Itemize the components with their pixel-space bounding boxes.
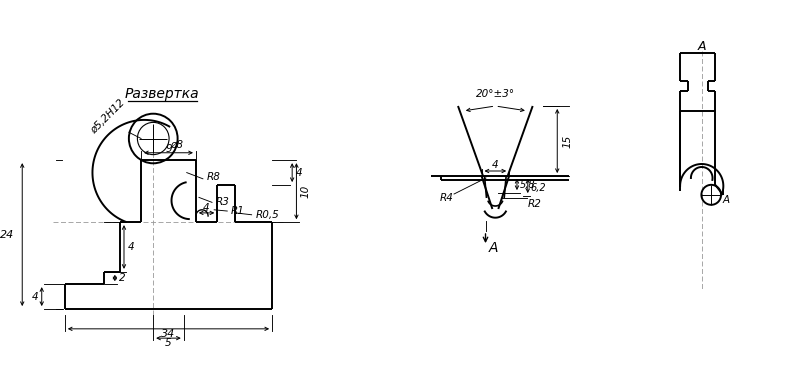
Text: R2: R2 <box>528 199 542 209</box>
Text: 34: 34 <box>162 329 175 339</box>
Text: R1: R1 <box>231 206 245 216</box>
Text: 5,8: 5,8 <box>520 180 535 190</box>
Text: 24: 24 <box>0 230 14 240</box>
Text: A: A <box>698 39 706 53</box>
Text: A: A <box>489 241 498 255</box>
Text: 6,2: 6,2 <box>530 183 546 193</box>
Text: 9: 9 <box>165 144 172 154</box>
Text: 4: 4 <box>203 203 210 213</box>
Text: 4: 4 <box>128 242 134 252</box>
Text: ø5,2H12: ø5,2H12 <box>89 98 126 136</box>
Text: R4: R4 <box>439 193 453 203</box>
Text: ø8: ø8 <box>170 140 183 150</box>
Text: R3: R3 <box>216 197 230 207</box>
Text: 15: 15 <box>562 134 572 148</box>
Text: Развертка: Развертка <box>125 87 200 101</box>
Text: 2: 2 <box>118 273 126 283</box>
Text: R0,5: R0,5 <box>255 210 279 220</box>
Text: 5: 5 <box>165 338 172 348</box>
Text: 4: 4 <box>492 160 498 170</box>
Text: 20°±3°: 20°±3° <box>476 89 515 99</box>
Text: 4: 4 <box>32 292 38 302</box>
Text: 10: 10 <box>300 185 310 198</box>
Text: A: A <box>722 195 730 205</box>
Text: R8: R8 <box>207 172 221 182</box>
Text: 4: 4 <box>296 168 302 178</box>
